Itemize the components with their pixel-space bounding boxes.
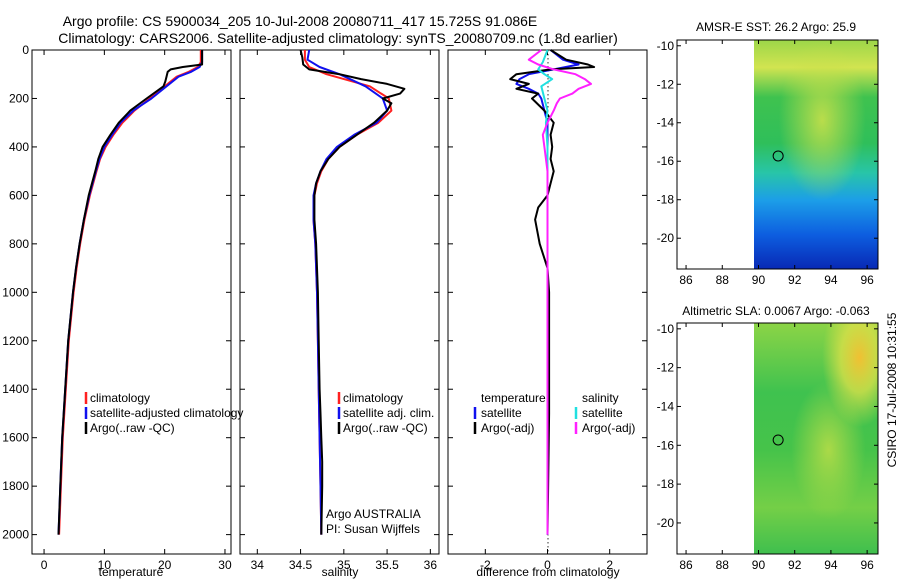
sla-lon-tick-label: 88	[716, 558, 730, 572]
sst-lon-tick-label: 86	[679, 273, 693, 287]
sst-lat-tick-label: -10	[657, 39, 675, 53]
sst-lat-tick-label: -16	[657, 154, 675, 168]
legend-temperature-header: temperature	[481, 391, 546, 405]
sla-lon-tick-label: 92	[788, 558, 802, 572]
temperature-xtick-label: 20	[158, 558, 172, 572]
sst-lat-tick-label: -12	[657, 77, 675, 91]
salinity-axes-frame	[239, 49, 440, 555]
sla-field	[754, 323, 878, 554]
sla-lat-tick-label: -16	[657, 438, 675, 452]
legend-label-argo: Argo(..raw -QC)	[90, 421, 175, 435]
temperature-series-argo-raw-qc	[57, 50, 204, 535]
legend-salinity-header: salinity	[582, 391, 619, 405]
depth-tick-label: 0	[22, 43, 29, 57]
salinity-legend: climatology satellite adj. clim. Argo(..…	[337, 391, 434, 435]
temperature-xlabel: temperature	[99, 565, 164, 579]
depth-tick-label: 1400	[2, 382, 29, 396]
temperature-xtick-label: 0	[41, 558, 48, 572]
legend-sal-argo: Argo(-adj)	[582, 421, 635, 435]
temperature-xtick-label: 10	[98, 558, 112, 572]
depth-tick-label: 1000	[2, 285, 29, 299]
difference-panel: -2 0 2 difference from climatology tempera…	[447, 49, 648, 579]
argo-australia-label: Argo AUSTRALIA	[326, 507, 421, 521]
sla-lat-tick-label: -18	[657, 477, 675, 491]
legend-temp-argo: Argo(-adj)	[481, 421, 534, 435]
salinity-xtick-label: 36	[424, 558, 438, 572]
difference-xtick-label: 0	[544, 558, 551, 572]
sla-float-position-marker	[772, 434, 784, 446]
depth-tick-label: 1800	[2, 479, 29, 493]
difference-series-temperature-argo-adj	[509, 49, 596, 535]
sst-map-panel: AMSR-E SST: 26.2 Argo: 25.9 86 88 90 92 94 96…	[657, 20, 879, 287]
difference-series-salinity-satellite	[537, 49, 554, 535]
sst-lat-tick-label: -14	[657, 116, 675, 130]
sst-field-warm-patch	[754, 40, 878, 269]
salinity-xtick-label: 35	[337, 558, 351, 572]
sst-lon-tick-label: 88	[716, 273, 730, 287]
sla-lon-tick-label: 90	[752, 558, 766, 572]
pi-label: PI: Susan Wijffels	[326, 522, 420, 536]
difference-xtick-label: -2	[480, 558, 491, 572]
sst-lon-tick-label: 92	[788, 273, 802, 287]
sst-map-title: AMSR-E SST: 26.2 Argo: 25.9	[696, 20, 856, 34]
csiro-credit: CSIRO 17-Jul-2008 10:31:55	[885, 312, 899, 467]
sst-map-frame	[676, 39, 879, 270]
sst-lon-tick-label: 94	[824, 273, 838, 287]
sst-lon-tick-label: 90	[752, 273, 766, 287]
legend-temp-satellite: satellite	[481, 406, 522, 420]
sal-legend-label-climatology: climatology	[343, 391, 403, 405]
legend-label-climatology: climatology	[90, 391, 150, 405]
sla-lat-tick-label: -10	[657, 322, 675, 336]
sla-lon-tick-label: 94	[824, 558, 838, 572]
sst-float-position-marker	[772, 150, 784, 162]
depth-tick-label: 600	[9, 188, 29, 202]
depth-tick-label: 200	[9, 91, 29, 105]
salinity-xtick-label: 34.5	[289, 558, 313, 572]
depth-tick-label: 400	[9, 140, 29, 154]
sla-lon-tick-label: 86	[679, 558, 693, 572]
sal-legend-label-argo: Argo(..raw -QC)	[343, 421, 428, 435]
sst-field	[754, 40, 878, 269]
sal-legend-label-satellite: satellite adj. clim.	[343, 406, 434, 420]
sla-lat-tick-label: -12	[657, 361, 675, 375]
difference-xlabel: difference from climatology	[476, 565, 619, 579]
legend-sal-satellite: satellite	[582, 406, 623, 420]
figure-title-line2: Climatology: CARS2006. Satellite-adjuste…	[58, 30, 618, 46]
depth-tick-label: 800	[9, 237, 29, 251]
sla-lon-tick-label: 96	[860, 558, 874, 572]
temperature-series-climatology	[58, 50, 202, 535]
legend-label-satellite: satellite-adjusted climatology	[90, 406, 243, 420]
temperature-series-satellite-adjusted-climatology	[57, 50, 204, 535]
sla-lat-tick-label: -14	[657, 399, 675, 413]
salinity-series-argo-raw-qc	[299, 49, 406, 535]
depth-tick-label: 2000	[2, 528, 29, 542]
sst-lat-tick-label: -20	[657, 231, 675, 245]
sst-lat-tick-label: -18	[657, 193, 675, 207]
sla-field-high-patch	[754, 323, 878, 554]
salinity-xtick-label: 35.5	[375, 558, 399, 572]
depth-tick-label: 1200	[2, 334, 29, 348]
difference-legend: temperature satellite Argo(-adj) salinit…	[473, 391, 635, 435]
temperature-xtick-label: 30	[218, 558, 232, 572]
sla-map-panel: Altimetric SLA: 0.0067 Argo: -0.063 86 88…	[657, 304, 879, 572]
depth-tick-label: 1600	[2, 431, 29, 445]
salinity-panel: 34 34.5 35 35.5 36 salinity climatology sate…	[239, 49, 440, 579]
sla-lat-tick-label: -20	[657, 516, 675, 530]
difference-xtick-label: 2	[606, 558, 613, 572]
temperature-legend: climatology satellite-adjusted climatolo…	[84, 391, 243, 435]
salinity-xtick-label: 34	[251, 558, 265, 572]
difference-series-salinity-argo-adj	[527, 49, 592, 535]
figure-title-line1: Argo profile: CS 5900034_205 10-Jul-2008…	[63, 13, 538, 29]
salinity-xlabel: salinity	[322, 565, 359, 579]
temperature-panel: 0 10 20 30 0 200 400 600 800 1000 1200 1400 1600 1800…	[2, 43, 243, 579]
sst-lon-tick-label: 96	[860, 273, 874, 287]
sla-map-title: Altimetric SLA: 0.0067 Argo: -0.063	[682, 304, 870, 318]
temperature-axes-frame	[31, 49, 232, 555]
sla-map-frame	[676, 322, 879, 555]
